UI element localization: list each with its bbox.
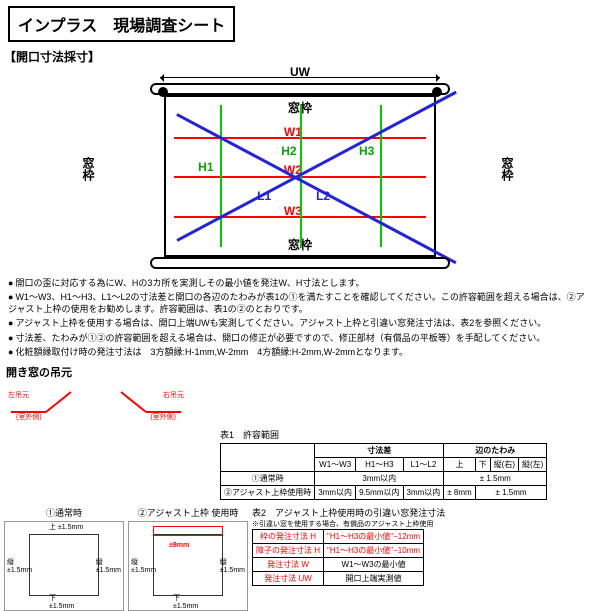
t1-cell: ± 1.5mm [444,471,547,485]
t2-cell: "H1～H3の最小値"−10mm [324,543,424,557]
mini-tate-l: 縦±1.5mm [7,557,32,574]
t2-cell: 開口上端実測値 [324,571,424,585]
mini-normal: ①通常時 縦±1.5mm 縦±1.5mm 上 ±1.5mm 下±1.5mm [4,506,124,611]
note-item: アジャスト上枠を使用する場合は、開口上端UWも実測してください。アジャスト上枠と… [8,317,592,329]
t2-cell: "H1～H3の最小値"−12mm [324,529,424,543]
h3-line [380,105,382,247]
hinge-right-diagram: 右吊元 (室外側) [106,382,186,422]
table2-title: 表2 アジャスト上枠使用時の引違い窓発注寸法 [252,506,596,519]
table2-note: ※引違い窓を使用する場合、有償品のアジャスト上枠使用 [252,519,596,529]
frame-top-rail [150,83,450,95]
hinge-int-label: (室外側) [150,412,176,422]
t1-col: W1～W3 [315,457,356,471]
t2-cell: 枠の発注寸法 H [253,529,324,543]
t1-row-label: ②アジャスト上枠使用時 [221,485,315,499]
uw-dimension-arrow [160,77,440,78]
t1-col: L1～L2 [403,457,444,471]
mini-8mm: ±8mm [169,542,189,549]
hinge-ext-label: (室外側) [16,412,42,422]
t2-cell: 障子の発注寸法 H [253,543,324,557]
mini-shita: 下±1.5mm [49,593,74,610]
table2-section: 表2 アジャスト上枠使用時の引違い窓発注寸法 ※引違い窓を使用する場合、有償品の… [252,506,596,611]
t1-col: 下 [475,457,490,471]
mini-normal-title: ①通常時 [4,506,124,519]
t1-cell: 3mm以内 [403,485,444,499]
h2-label: H2 [281,144,296,158]
frame-label-left: 窓枠 [80,157,97,181]
window-rect: 窓枠 窓枠 W1 W2 W3 H1 H2 H3 L1 L2 [164,95,436,257]
t2-cell: W1～W3の最小値 [324,557,424,571]
t1-head-bend: 辺のたわみ [444,443,547,457]
hinge-section: 開き窓の吊元 左吊元 (室外側) 右吊元 (室外側) [6,364,600,422]
frame-bottom-rail [150,257,450,269]
mini-tate-r: 縦±1.5mm [96,557,121,574]
frame-label-right: 窓枠 [499,157,516,181]
hinge-left-diagram: 左吊元 (室外側) [6,382,86,422]
t1-col: 縦(右) [490,457,518,471]
note-item: 開口の歪に対応する為にW、Hの3カ所を実測しその最小値を発注W、H寸法とします。 [8,277,592,289]
t1-col: 上 [444,457,475,471]
note-item: 化粧額縁取付け時の発注寸法は 3方額縁:H-1mm,W-2mm 4方額縁:H-2… [8,346,592,358]
notes-list: 開口の歪に対応する為にW、Hの3カ所を実測しその最小値を発注W、H寸法とします。… [8,277,592,358]
mini-tate-l: 縦±1.5mm [131,557,156,574]
hinge-left-label: 左吊元 [8,390,29,400]
mini-tate-r: 縦±1.5mm [220,557,245,574]
t1-col: H1～H3 [356,457,403,471]
opening-diagram: UW 窓枠 窓枠 窓枠 窓枠 W1 W2 W3 H1 H2 H3 L1 L2 [120,69,480,269]
t1-cell: ± 1.5mm [475,485,547,499]
t1-cell: 3mm以内 [315,471,444,485]
mini-shita: 下±1.5mm [173,593,198,610]
t2-cell: 発注寸法 UW [253,571,324,585]
note-item: 寸法差、たわみが①②の許容範囲を超える場合は、開口の修正が必要ですので、修正部材… [8,332,592,344]
mini-ue: 上 ±1.5mm [49,522,83,532]
h3-label: H3 [359,144,374,158]
doc-title: インプラス 現場調査シート [8,6,235,42]
table1-title: 表1 許容範囲 [220,428,600,441]
h1-line [220,105,222,247]
t1-cell: ± 8mm [444,485,475,499]
t1-cell: 9.5mm以内 [356,485,403,499]
l2-line [176,91,456,242]
l1-label: L1 [257,189,271,203]
t1-row-label: ①通常時 [221,471,315,485]
t1-cell: 3mm以内 [315,485,356,499]
hinge-title: 開き窓の吊元 [6,364,600,380]
t1-col: 縦(左) [519,457,547,471]
l2-label: L2 [316,189,330,203]
t1-head-dim: 寸法差 [315,443,444,457]
section-1-label: 【開口寸法採寸】 [4,48,600,65]
hinge-right-label: 右吊元 [163,390,184,400]
mini-adjust-title: ②アジャスト上枠 使用時 [128,506,248,519]
note-item: W1～W3、H1～H3、L1～L2の寸法差と開口の各辺のたわみが表1の①を満たす… [8,291,592,315]
h1-label: H1 [198,160,213,174]
order-dimension-table: 枠の発注寸法 H"H1～H3の最小値"−12mm 障子の発注寸法 H"H1～H3… [252,529,424,586]
t2-cell: 発注寸法 W [253,557,324,571]
mini-adjust: ②アジャスト上枠 使用時 縦±1.5mm 縦±1.5mm ±8mm 下±1.5m… [128,506,248,611]
tolerance-table: 寸法差 辺のたわみ W1～W3 H1～H3 L1～L2 上 下 縦(右) 縦(左… [220,443,547,500]
